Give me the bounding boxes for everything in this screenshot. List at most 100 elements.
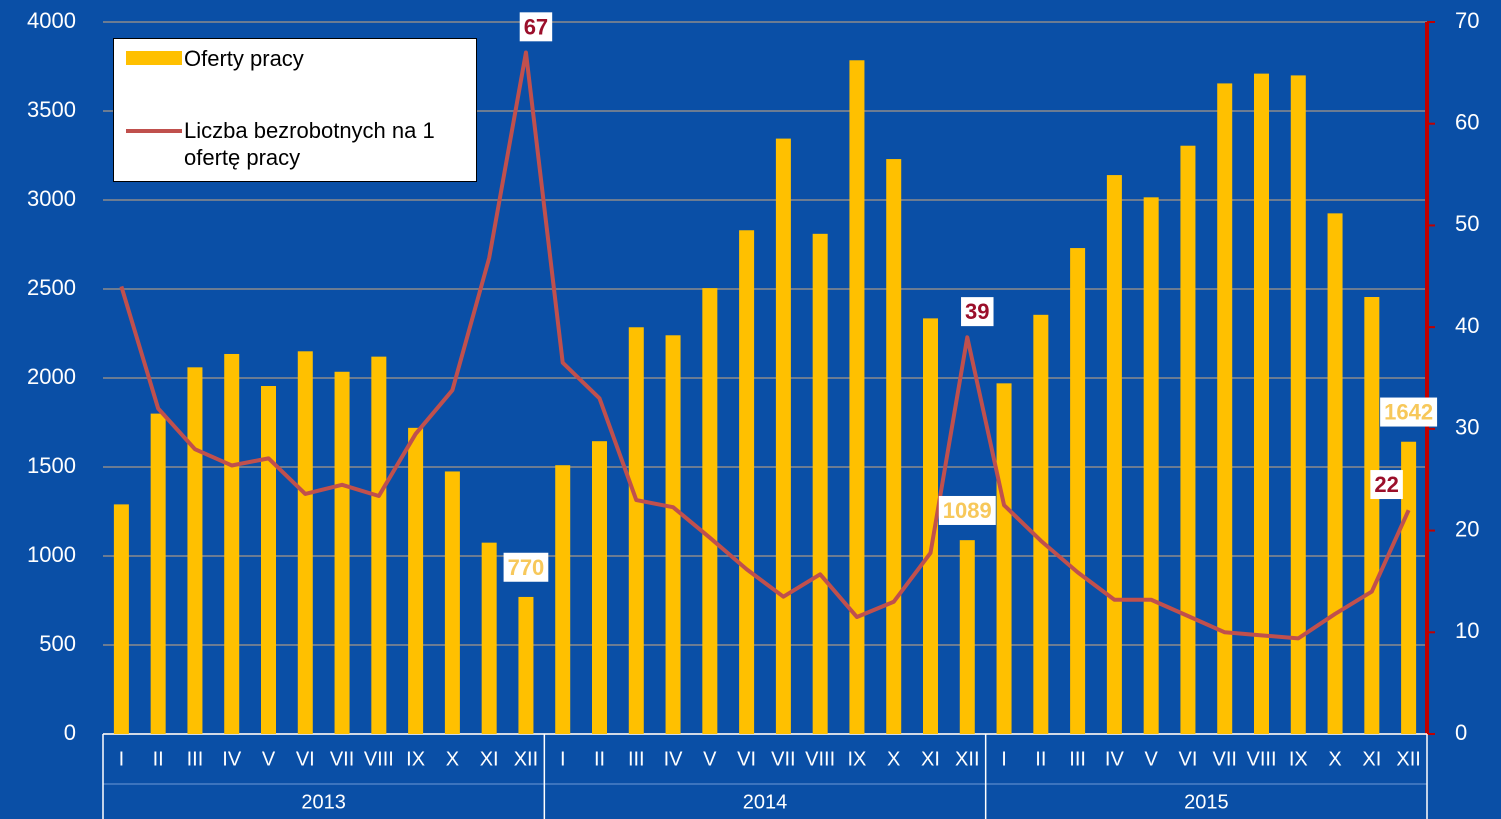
y-tick-label: 2500 xyxy=(27,275,76,300)
bar xyxy=(408,427,424,734)
x-tick-label: IV xyxy=(222,748,242,770)
data-label: 1642 xyxy=(1384,400,1433,425)
bar xyxy=(334,371,350,734)
x-tick-label: IX xyxy=(1289,748,1308,770)
y-tick-label: 0 xyxy=(64,720,76,745)
x-tick-label: XI xyxy=(921,748,940,770)
bar xyxy=(224,353,240,734)
bar xyxy=(113,504,129,734)
bar xyxy=(1106,175,1122,734)
x-tick-label: III xyxy=(1069,748,1086,770)
x-tick-label: IV xyxy=(1105,748,1125,770)
data-label: 67 xyxy=(524,14,548,39)
bar xyxy=(150,413,166,734)
y2-tick-label: 20 xyxy=(1455,516,1479,541)
x-tick-label: II xyxy=(153,748,164,770)
data-label: 39 xyxy=(965,299,989,324)
x-tick-label: VI xyxy=(737,748,756,770)
bar xyxy=(959,540,975,734)
data-label: 1089 xyxy=(943,498,992,523)
x-tick-label: IV xyxy=(664,748,684,770)
x-tick-label: XII xyxy=(955,748,979,770)
bar xyxy=(775,138,791,735)
bar xyxy=(812,233,828,734)
data-label-box xyxy=(503,552,549,582)
x-tick-label: XI xyxy=(1362,748,1381,770)
x-tick-label: X xyxy=(446,748,459,770)
x-tick-label: VI xyxy=(1178,748,1197,770)
x-tick-label: III xyxy=(187,748,204,770)
bar xyxy=(886,159,902,734)
x-tick-label: VII xyxy=(771,748,795,770)
x-tick-label: X xyxy=(887,748,900,770)
x-group-label: 2014 xyxy=(743,791,788,813)
legend-swatch xyxy=(126,51,182,65)
y2-tick-label: 30 xyxy=(1455,415,1479,440)
x-tick-label: VII xyxy=(330,748,354,770)
x-tick-label: VIII xyxy=(805,748,835,770)
y-tick-label: 3500 xyxy=(27,97,76,122)
bar xyxy=(1401,441,1417,734)
x-tick-label: II xyxy=(1035,748,1046,770)
x-tick-label: XII xyxy=(1396,748,1420,770)
bar xyxy=(592,441,607,734)
y-tick-label: 2000 xyxy=(27,364,76,389)
x-group-label: 2013 xyxy=(301,791,346,813)
x-tick-label: V xyxy=(703,748,717,770)
y-tick-label: 3000 xyxy=(27,186,76,211)
y2-tick-label: 10 xyxy=(1455,618,1479,643)
x-tick-label: X xyxy=(1328,748,1341,770)
bar xyxy=(297,351,313,734)
y2-tick-label: 40 xyxy=(1455,313,1479,338)
legend-swatch xyxy=(126,129,182,133)
bar xyxy=(444,471,460,734)
y2-tick-label: 50 xyxy=(1455,211,1479,236)
bar xyxy=(628,327,644,734)
legend-label: Oferty pracy xyxy=(184,46,304,71)
x-tick-label: II xyxy=(594,748,605,770)
data-label-box xyxy=(1370,470,1403,500)
bar xyxy=(849,60,865,734)
bar xyxy=(702,288,718,734)
data-label: 770 xyxy=(508,555,545,580)
x-tick-label: IX xyxy=(406,748,425,770)
data-label-box xyxy=(938,495,996,525)
legend: Oferty pracy Liczba bezrobotnych na 1 of… xyxy=(113,38,477,182)
bar xyxy=(261,386,276,734)
x-tick-label: III xyxy=(628,748,645,770)
bar xyxy=(1290,75,1306,734)
bar xyxy=(555,465,571,734)
bar xyxy=(665,335,681,734)
x-tick-label: I xyxy=(560,748,566,770)
line xyxy=(119,50,1411,641)
x-tick-label: VI xyxy=(296,748,315,770)
bar xyxy=(1180,145,1196,734)
y-tick-label: 500 xyxy=(39,631,76,656)
data-label-box xyxy=(961,297,994,327)
x-tick-label: I xyxy=(119,748,125,770)
x-tick-label: VIII xyxy=(1246,748,1276,770)
y-tick-label: 4000 xyxy=(27,8,76,33)
bar xyxy=(1070,248,1086,734)
bar xyxy=(518,596,534,734)
bar xyxy=(1254,73,1269,735)
x-tick-label: VIII xyxy=(364,748,394,770)
bar xyxy=(1033,314,1049,734)
x-tick-label: V xyxy=(1144,748,1158,770)
x-tick-label: I xyxy=(1001,748,1007,770)
bar xyxy=(1364,297,1380,734)
bar xyxy=(481,542,497,734)
data-label-box xyxy=(1380,397,1438,427)
x-tick-label: V xyxy=(262,748,276,770)
y2-tick-label: 70 xyxy=(1455,8,1479,33)
data-label: 22 xyxy=(1374,472,1398,497)
bar xyxy=(371,356,387,734)
x-tick-label: IX xyxy=(847,748,866,770)
y2-tick-label: 60 xyxy=(1455,110,1479,135)
bar xyxy=(739,230,755,734)
x-group-label: 2015 xyxy=(1184,791,1229,813)
data-label-box xyxy=(519,12,553,42)
y2-tick-label: 0 xyxy=(1455,720,1467,745)
